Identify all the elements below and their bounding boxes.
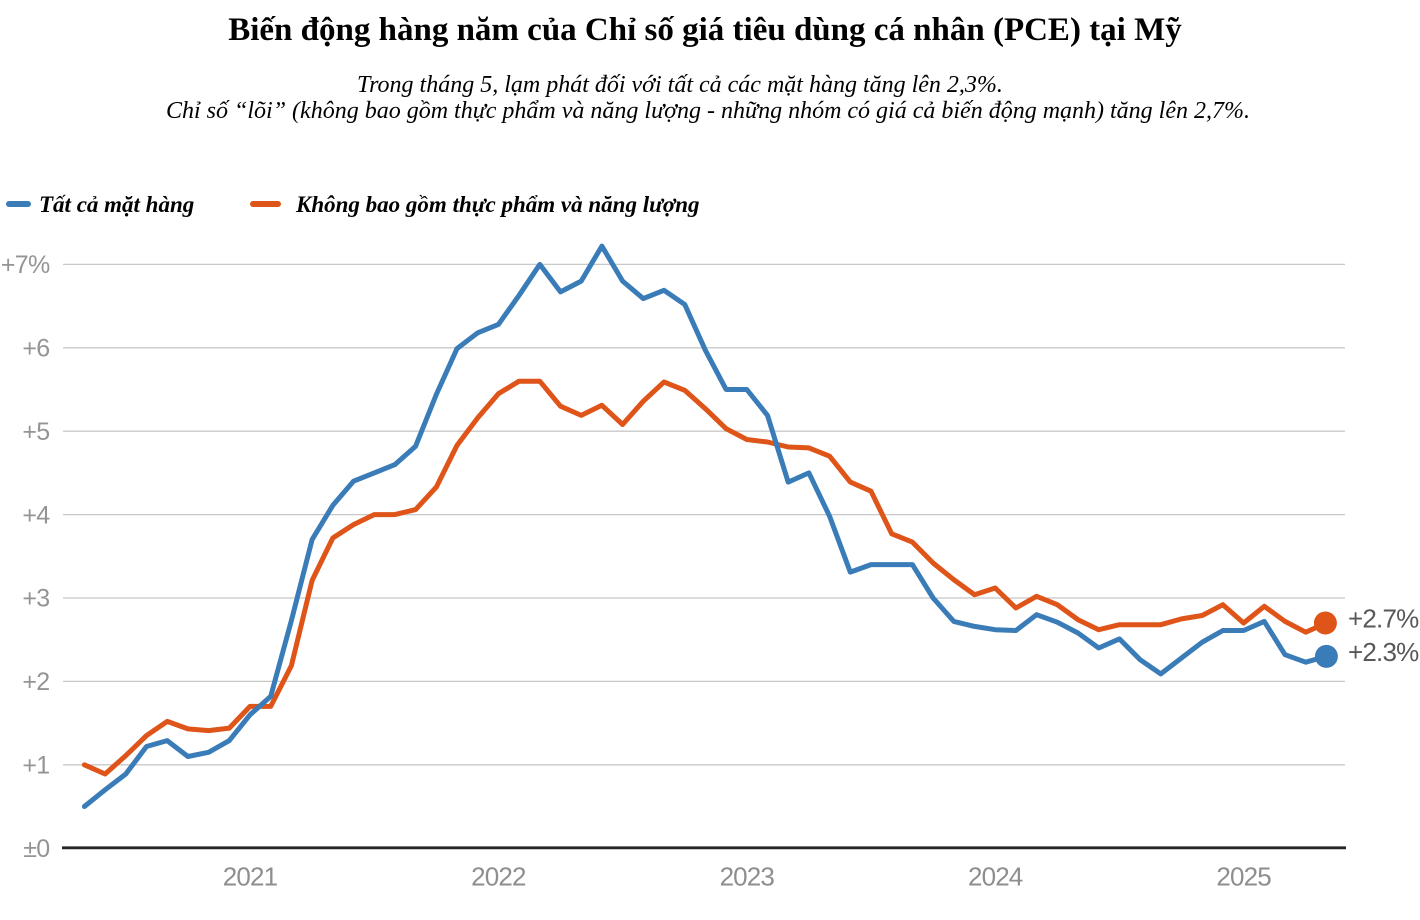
svg-text:+7%: +7% — [1, 251, 50, 279]
svg-text:+6: +6 — [22, 335, 49, 363]
svg-text:+3: +3 — [22, 585, 49, 613]
svg-text:±0: ±0 — [23, 835, 49, 863]
svg-text:2021: 2021 — [223, 862, 278, 892]
svg-text:2023: 2023 — [720, 862, 775, 892]
svg-text:2025: 2025 — [1216, 862, 1271, 892]
svg-text:2022: 2022 — [471, 862, 526, 892]
svg-text:+5: +5 — [22, 418, 49, 446]
svg-text:+2.7%: +2.7% — [1348, 604, 1419, 634]
svg-text:+4: +4 — [22, 501, 50, 529]
svg-text:+1: +1 — [22, 752, 49, 780]
svg-text:2024: 2024 — [968, 862, 1023, 892]
svg-text:+2: +2 — [22, 668, 49, 696]
svg-text:+2.3%: +2.3% — [1348, 637, 1419, 667]
